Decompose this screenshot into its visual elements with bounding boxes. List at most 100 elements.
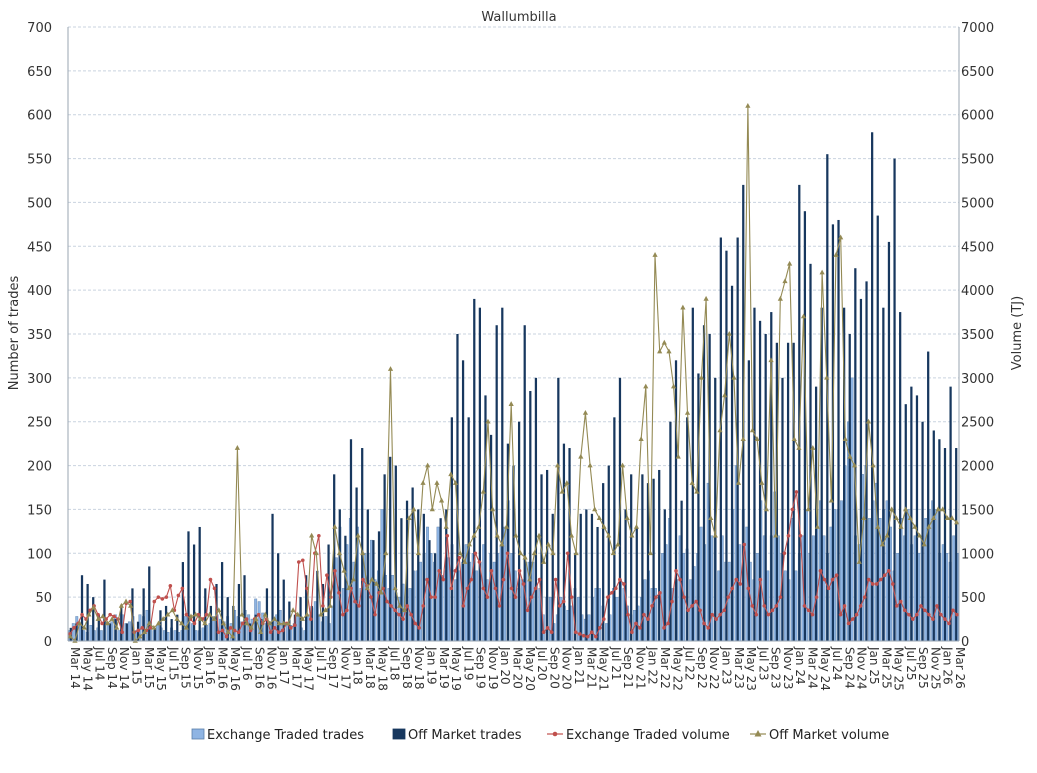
y2-tick-label: 0 — [961, 635, 969, 650]
off-market-volume-point — [322, 607, 329, 613]
exchange-traded-trades-bar — [896, 553, 900, 642]
off-market-trades-bar — [361, 448, 364, 641]
off-market-trades-bar — [92, 597, 95, 641]
off-market-volume-point — [708, 515, 714, 520]
exchange-traded-volume-point — [597, 626, 602, 630]
off-market-trades-bar — [192, 544, 196, 641]
x-tick-label: Sep 19 — [474, 647, 488, 689]
exchange-traded-trades-bar — [313, 601, 317, 642]
exchange-traded-volume-point — [690, 604, 694, 608]
x-tick-label: May 24 — [818, 647, 832, 691]
exchange-traded-volume-point — [585, 634, 590, 639]
exchange-traded-trades-bar — [615, 596, 619, 642]
exchange-traded-volume-point — [951, 608, 955, 613]
off-market-volume-point — [587, 462, 593, 468]
exchange-traded-volume-point — [577, 632, 582, 636]
off-market-volume-point — [304, 611, 310, 617]
exchange-traded-volume-point — [417, 626, 421, 630]
off-market-volume-point — [573, 550, 579, 556]
x-tick-label: May 20 — [523, 647, 537, 691]
x-tick-label: Nov 23 — [781, 647, 795, 690]
exchange-traded-volume-point — [449, 586, 454, 591]
y-tick-label: 400 — [27, 284, 52, 299]
off-market-volume-point — [842, 436, 848, 442]
exchange-traded-volume-point — [521, 582, 526, 586]
off-market-trades-bar — [355, 487, 358, 641]
off-market-trades-bar — [114, 619, 117, 641]
exchange-traded-trades-bar — [531, 561, 535, 642]
off-market-trades-bar — [927, 351, 930, 641]
off-market-volume-point — [582, 409, 589, 415]
off-market-trades-bar — [495, 325, 498, 641]
x-tick-label: Jan 16 — [203, 646, 217, 685]
exchange-traded-trades-bar — [278, 610, 282, 642]
off-market-volume-point — [610, 550, 616, 556]
off-market-volume-point — [318, 611, 324, 617]
exchange-traded-volume-point — [100, 621, 104, 626]
x-tick-label: Jan 18 — [351, 646, 365, 685]
off-market-volume-point — [763, 506, 770, 512]
off-market-trades-bar — [820, 307, 823, 641]
y2-tick-label: 6000 — [961, 109, 994, 124]
off-market-volume-point — [633, 523, 640, 529]
exchange-traded-volume-point — [136, 628, 141, 633]
off-market-trades-bar — [854, 268, 857, 641]
exchange-traded-volume-point — [947, 621, 951, 626]
exchange-traded-volume-point — [481, 586, 486, 591]
off-market-trades-bar — [517, 421, 521, 641]
off-market-trades-bar — [456, 334, 459, 641]
off-market-trades-bar — [613, 417, 616, 641]
off-market-volume-point — [425, 462, 431, 468]
legend-swatch-marker — [754, 730, 762, 737]
exchange-traded-trades-bar — [727, 561, 731, 642]
exchange-traded-volume-point — [666, 621, 670, 626]
exchange-traded-volume-point — [838, 612, 843, 617]
off-market-trades-bar — [506, 443, 510, 641]
off-market-trades-bar — [377, 531, 381, 641]
off-market-trades-bar — [512, 465, 515, 641]
off-market-trades-bar — [686, 417, 689, 641]
off-market-volume-point — [462, 559, 468, 564]
exchange-traded-volume-point — [517, 569, 522, 573]
off-market-volume-point — [773, 532, 779, 538]
off-market-trades-bar — [293, 614, 297, 641]
exchange-traded-volume-point — [658, 590, 662, 595]
off-market-volume-point — [387, 366, 394, 371]
off-market-volume-point — [782, 278, 788, 284]
exchange-traded-volume-point — [778, 595, 783, 599]
off-market-volume-point — [471, 532, 477, 538]
exchange-traded-volume-point — [734, 577, 739, 582]
off-market-trades-bar — [282, 579, 285, 641]
off-market-trades-bar — [652, 478, 655, 641]
x-tick-label: Jul 25 — [904, 646, 918, 681]
exchange-traded-volume-point — [473, 551, 478, 556]
legend-swatch-marker — [552, 731, 558, 737]
exchange-traded-volume-point — [919, 604, 923, 608]
exchange-traded-volume-point — [268, 630, 273, 635]
exchange-traded-volume-point — [325, 573, 329, 578]
x-tick-label: Nov 20 — [560, 647, 574, 690]
off-market-trades-bar — [529, 391, 532, 641]
exchange-traded-volume-point — [208, 577, 213, 582]
off-market-trades-bar — [417, 509, 420, 641]
x-tick-label: Jul 19 — [461, 646, 475, 681]
x-tick-label: Mar 23 — [732, 647, 746, 689]
y2-tick-label: 3500 — [961, 328, 994, 343]
exchange-traded-volume-point — [288, 626, 293, 630]
exchange-traded-volume-point — [501, 577, 506, 582]
off-market-trades-bar — [859, 298, 863, 641]
legend: Exchange Traded trades Off Market trades E… — [191, 728, 889, 743]
axes: 0 50 100 150 200 250 300 350 400 450 500 550 600 650 7… — [27, 21, 994, 691]
exchange-traded-volume-point — [774, 604, 779, 608]
off-market-volume-point — [717, 427, 723, 433]
exchange-traded-volume-point — [405, 604, 409, 608]
exchange-traded-trades-bar — [201, 627, 205, 642]
exchange-traded-volume-point — [565, 551, 570, 556]
off-market-volume-point — [805, 506, 811, 512]
x-tick-label: Jan 17 — [277, 646, 291, 685]
exchange-traded-volume-point — [911, 617, 915, 621]
off-market-trades-bar — [607, 465, 610, 641]
y-tick-label: 50 — [35, 591, 52, 606]
exchange-traded-volume-point — [393, 608, 397, 613]
exchange-traded-volume-point — [176, 593, 181, 598]
